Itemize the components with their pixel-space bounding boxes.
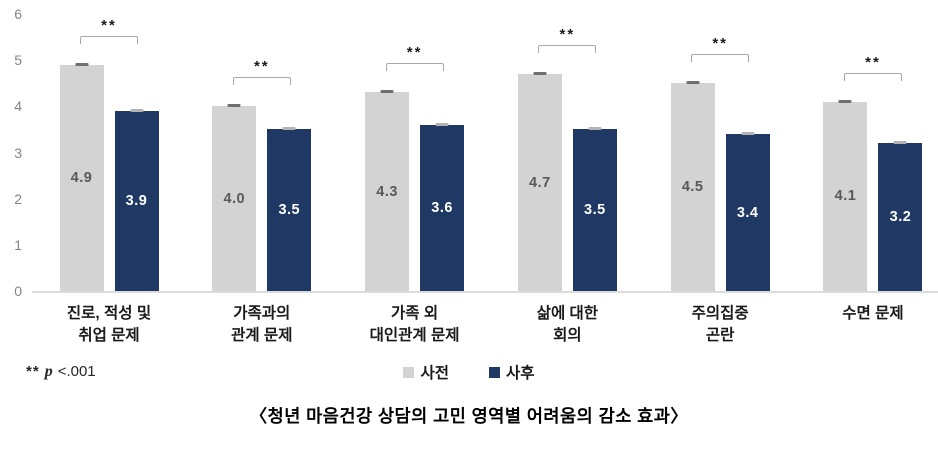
bar-사전: 4.9 [59,62,104,291]
bar-group: 4.7 3.5 ** 삶에 대한 회의 [514,14,620,344]
significance-stars: ** [406,44,423,62]
chart-footer: ** p <.001 사전 사후 [0,361,938,385]
error-bar-cap [686,81,700,85]
bar-사후: 3.6 [420,122,465,291]
bar-value-label: 4.5 [681,179,704,196]
significance-note: ** p <.001 [26,363,96,381]
category-label: 삶에 대한 회의 [536,305,599,345]
bar-value-label: 4.9 [70,169,93,186]
bar-group: 4.0 3.5 ** 가족과의 관계 문제 [209,14,315,344]
significance-stars: ** [865,53,881,71]
bar-value-label: 3.9 [125,192,148,209]
legend-swatch-icon [489,366,500,378]
error-bar-cap [588,127,602,131]
significance-bracket [843,72,902,81]
bar-group: 4.9 3.9 ** 진로, 적성 및 취업 문제 [56,14,162,344]
y-tick-label: 5 [14,52,22,69]
bar-pair: 4.5 3.4 [667,14,773,291]
error-bar-cap [75,62,88,66]
error-bar-cap [380,90,394,94]
significance-stars: ** [712,35,729,53]
bar-pair: 4.9 3.9 [56,14,162,291]
significance-stars: ** [26,363,40,380]
chart-caption: 〈청년 마음건강 상담의 고민 영역별 어려움의 감소 효과〉 [249,406,689,426]
legend-label: 사후 [506,365,535,382]
bar-pair: 4.1 3.2 [820,14,926,291]
significance-bracket [385,63,444,72]
bar-사후: 3.5 [267,127,312,291]
y-tick-label: 3 [14,144,22,161]
legend: 사전 사후 [0,361,938,383]
bar-value-label: 4.7 [529,174,551,191]
y-tick-label: 6 [14,6,22,22]
bar-value-label: 3.2 [889,209,912,226]
legend-swatch-icon [403,366,415,378]
bar-value-label: 3.5 [584,202,606,219]
y-tick-label: 2 [14,190,22,207]
category-label: 가족과의 관계 문제 [231,305,293,345]
plot-area: 4.9 3.9 ** 진로, 적성 및 취업 문제 4.0 3.5 ** 가족과의 관계 문제 4.… [32,14,938,344]
y-axis: 0 1 2 3 4 5 6 [0,7,32,298]
bar-value-label: 3.5 [278,202,301,219]
category-label: 진로, 적성 및 취업 문제 [66,305,152,345]
significance-stars: ** [101,16,117,34]
error-bar-cap [741,132,755,136]
bar-사전: 4.7 [517,72,562,291]
bar-사전: 4.0 [212,104,257,291]
bar-pair: 4.7 3.5 [514,14,620,291]
bar-사후: 3.9 [114,108,159,291]
error-bar-cap [838,99,852,103]
y-tick-label: 4 [14,98,22,115]
error-bar-cap [533,72,547,76]
y-tick-label: 0 [14,283,22,299]
error-bar-cap [227,104,241,108]
error-bar-cap [282,127,296,131]
error-bar-cap [435,122,449,126]
bar-사전: 4.5 [670,81,715,291]
significance-stars: ** [253,58,270,76]
bar-value-label: 4.3 [376,183,398,200]
significance-bracket [691,54,750,63]
bar-사후: 3.5 [572,127,617,291]
legend-item-사후: 사후 [489,361,535,383]
p-symbol: p [44,363,53,380]
significance-bracket [80,35,138,44]
y-tick-label: 1 [14,236,22,253]
category-label: 가족 외 대인관계 문제 [369,305,460,345]
bar-group: 4.1 3.2 ** 수면 문제 [820,14,926,322]
bar-사전: 4.3 [365,90,410,291]
bar-value-label: 4.1 [834,188,857,205]
error-bar-cap [130,108,143,112]
p-value: <.001 [57,363,96,380]
bar-group: 4.5 3.4 ** 주의집중 곤란 [667,14,773,344]
bar-pair: 4.0 3.5 [209,14,315,291]
significance-stars: ** [559,26,576,44]
error-bar-cap [893,141,907,145]
legend-item-사전: 사전 [403,361,449,383]
bar-group: 4.3 3.6 ** 가족 외 대인관계 문제 [362,14,468,344]
significance-bracket [538,45,597,54]
significance-bracket [232,77,291,86]
bar-value-label: 3.6 [431,199,453,216]
bar-사전: 4.1 [823,99,868,291]
category-label: 수면 문제 [842,305,904,322]
legend-label: 사전 [420,365,449,382]
bar-사후: 3.2 [878,141,923,291]
bar-pair: 4.3 3.6 [362,14,468,291]
bar-value-label: 3.4 [736,204,759,221]
bar-chart: 0 1 2 3 4 5 6 4.9 3.9 ** 진로, 적성 및 취업 문제 4.0 3.5 ** 가족과… [0,7,938,344]
bar-사후: 3.4 [725,132,770,291]
bar-value-label: 4.0 [223,190,246,207]
category-label: 주의집중 곤란 [691,305,749,345]
